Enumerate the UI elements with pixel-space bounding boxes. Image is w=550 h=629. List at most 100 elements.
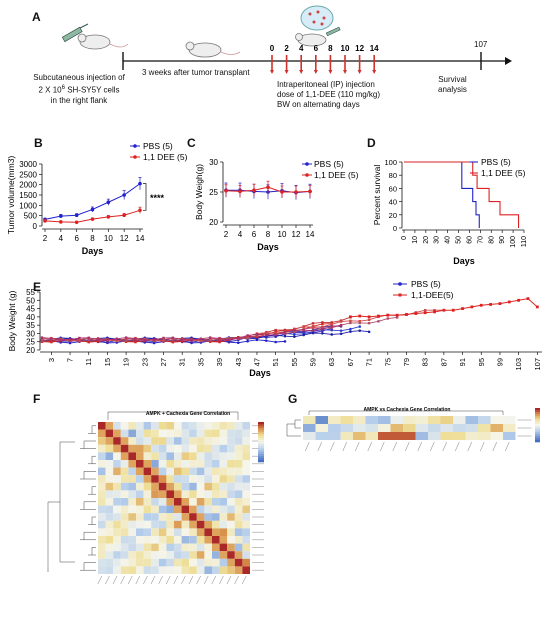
heatmap-f-cell [227, 460, 235, 468]
timeline-tick-arrow [313, 70, 318, 74]
heatmap-f-cell [120, 444, 129, 453]
panel-letter-f: F [33, 392, 41, 406]
heatmap-f-cell [196, 467, 205, 476]
heatmap-f-cell [128, 467, 136, 476]
heatmap-f-cell [151, 551, 159, 559]
legend-marker [398, 282, 402, 286]
heatmap-f-cell [174, 429, 182, 438]
y-tick-label: 500 [24, 212, 38, 221]
timeline-tick-arrow [372, 70, 377, 74]
data-point [224, 189, 228, 193]
heatmap-f-cell [128, 482, 136, 491]
heatmap-f-cell [242, 543, 250, 552]
dee-point [274, 328, 277, 332]
heatmap-f-cell [196, 429, 205, 438]
x-tick-label: 40 [445, 236, 452, 244]
timeline-tick-arrow [343, 70, 347, 74]
pbs-point [349, 330, 352, 333]
heatmap-g-dendrogram [286, 419, 301, 437]
x-tick-label: 63 [327, 358, 336, 366]
heatmap-f-cell [227, 551, 235, 559]
pbs-point [358, 325, 362, 328]
x-tick-label: 75 [383, 358, 392, 366]
heatmap-f-cell [181, 498, 190, 506]
dee-point [124, 337, 128, 341]
heatmap-f-cell [128, 558, 136, 567]
dee-point [311, 329, 315, 332]
heatmap-f-cell [242, 452, 250, 460]
heatmap-f-cell [242, 482, 250, 491]
heatmap-f-cell [212, 429, 220, 438]
data-point [106, 215, 111, 219]
heatmap-f-cell [136, 566, 144, 574]
dee-long-survivor-point [507, 300, 511, 304]
heatmap-f-cell [181, 490, 190, 498]
heatmap-f-cell [219, 475, 228, 483]
dee-long-survivor-point [489, 303, 492, 306]
heatmap-f-cell [174, 528, 182, 536]
y-tick-label: 1000 [19, 201, 37, 210]
dee-point [311, 322, 315, 325]
heatmap-g-cell [490, 432, 503, 440]
x-tick-label: 91 [458, 358, 467, 366]
dee-long-survivor-point [423, 311, 427, 315]
pbs-point [293, 333, 296, 336]
dee-point [423, 309, 427, 312]
heatmap-f-cell [204, 566, 212, 574]
heatmap-f-cell [158, 520, 167, 529]
heatmap-f-cell [234, 543, 243, 552]
heatmap-f-cell [174, 422, 182, 430]
heatmap-f-cell [120, 551, 129, 559]
pbs-point [367, 330, 371, 334]
panel-letter-g: G [288, 392, 298, 406]
heatmap-f-colorbar-segment [258, 438, 264, 441]
heatmap-f-cell [151, 528, 159, 536]
dee-point [152, 338, 156, 341]
heatmap-f-col-label [112, 575, 118, 585]
heatmap-f-col-label [226, 575, 232, 585]
heatmap-f-cell [120, 467, 129, 476]
heatmap-f-cell [212, 437, 220, 445]
heatmap-f-cell [166, 513, 174, 521]
heatmap-f-cell [158, 543, 167, 552]
dee-point [395, 316, 399, 319]
dee-point [162, 338, 165, 341]
heatmap-f-cell [105, 513, 114, 521]
heatmap-g-cell [453, 416, 466, 424]
heatmap-f-cell [151, 437, 159, 445]
heatmap-f-cell [242, 460, 250, 468]
heatmap-f-cell [174, 475, 182, 483]
dee-point [311, 325, 315, 329]
heatmap-f-cell [151, 498, 159, 506]
heatmap-f-cell [212, 444, 220, 453]
dee-point [209, 337, 212, 340]
heatmap-f-cell [143, 505, 152, 514]
heatmap-f-cell [120, 475, 129, 483]
heatmap-f-cell [174, 482, 182, 491]
heatmap-f-cell [174, 437, 182, 445]
data-point [90, 207, 95, 212]
heatmap-f-cell [136, 444, 144, 453]
heatmap-f-cell [212, 505, 220, 514]
x-tick-label: 60 [466, 236, 473, 244]
heatmap-f-cell [181, 513, 190, 521]
dee-point [209, 336, 212, 339]
x-tick-label: 19 [122, 358, 131, 366]
heatmap-f-col-label [150, 575, 156, 585]
heatmap-f-col-label [135, 575, 141, 585]
heatmap-f-cell [98, 467, 106, 476]
heatmap-f-cell [143, 551, 152, 559]
heatmap-g-cell [353, 424, 366, 432]
heatmap-f-cell [128, 460, 136, 468]
dee-point [115, 337, 118, 341]
heatmap-f-cell [120, 460, 129, 468]
heatmap-g-cell [378, 424, 391, 432]
heatmap-f-cell [181, 475, 190, 483]
heatmap-f-cell [158, 475, 167, 483]
x-tick-label: 39 [215, 358, 224, 366]
heatmap-g-cell [428, 432, 441, 440]
heatmap-f-cell [219, 551, 228, 559]
heatmap-f-cell [227, 566, 235, 574]
heatmap-f-cell [242, 422, 250, 430]
heatmap-f-cell [151, 543, 159, 552]
